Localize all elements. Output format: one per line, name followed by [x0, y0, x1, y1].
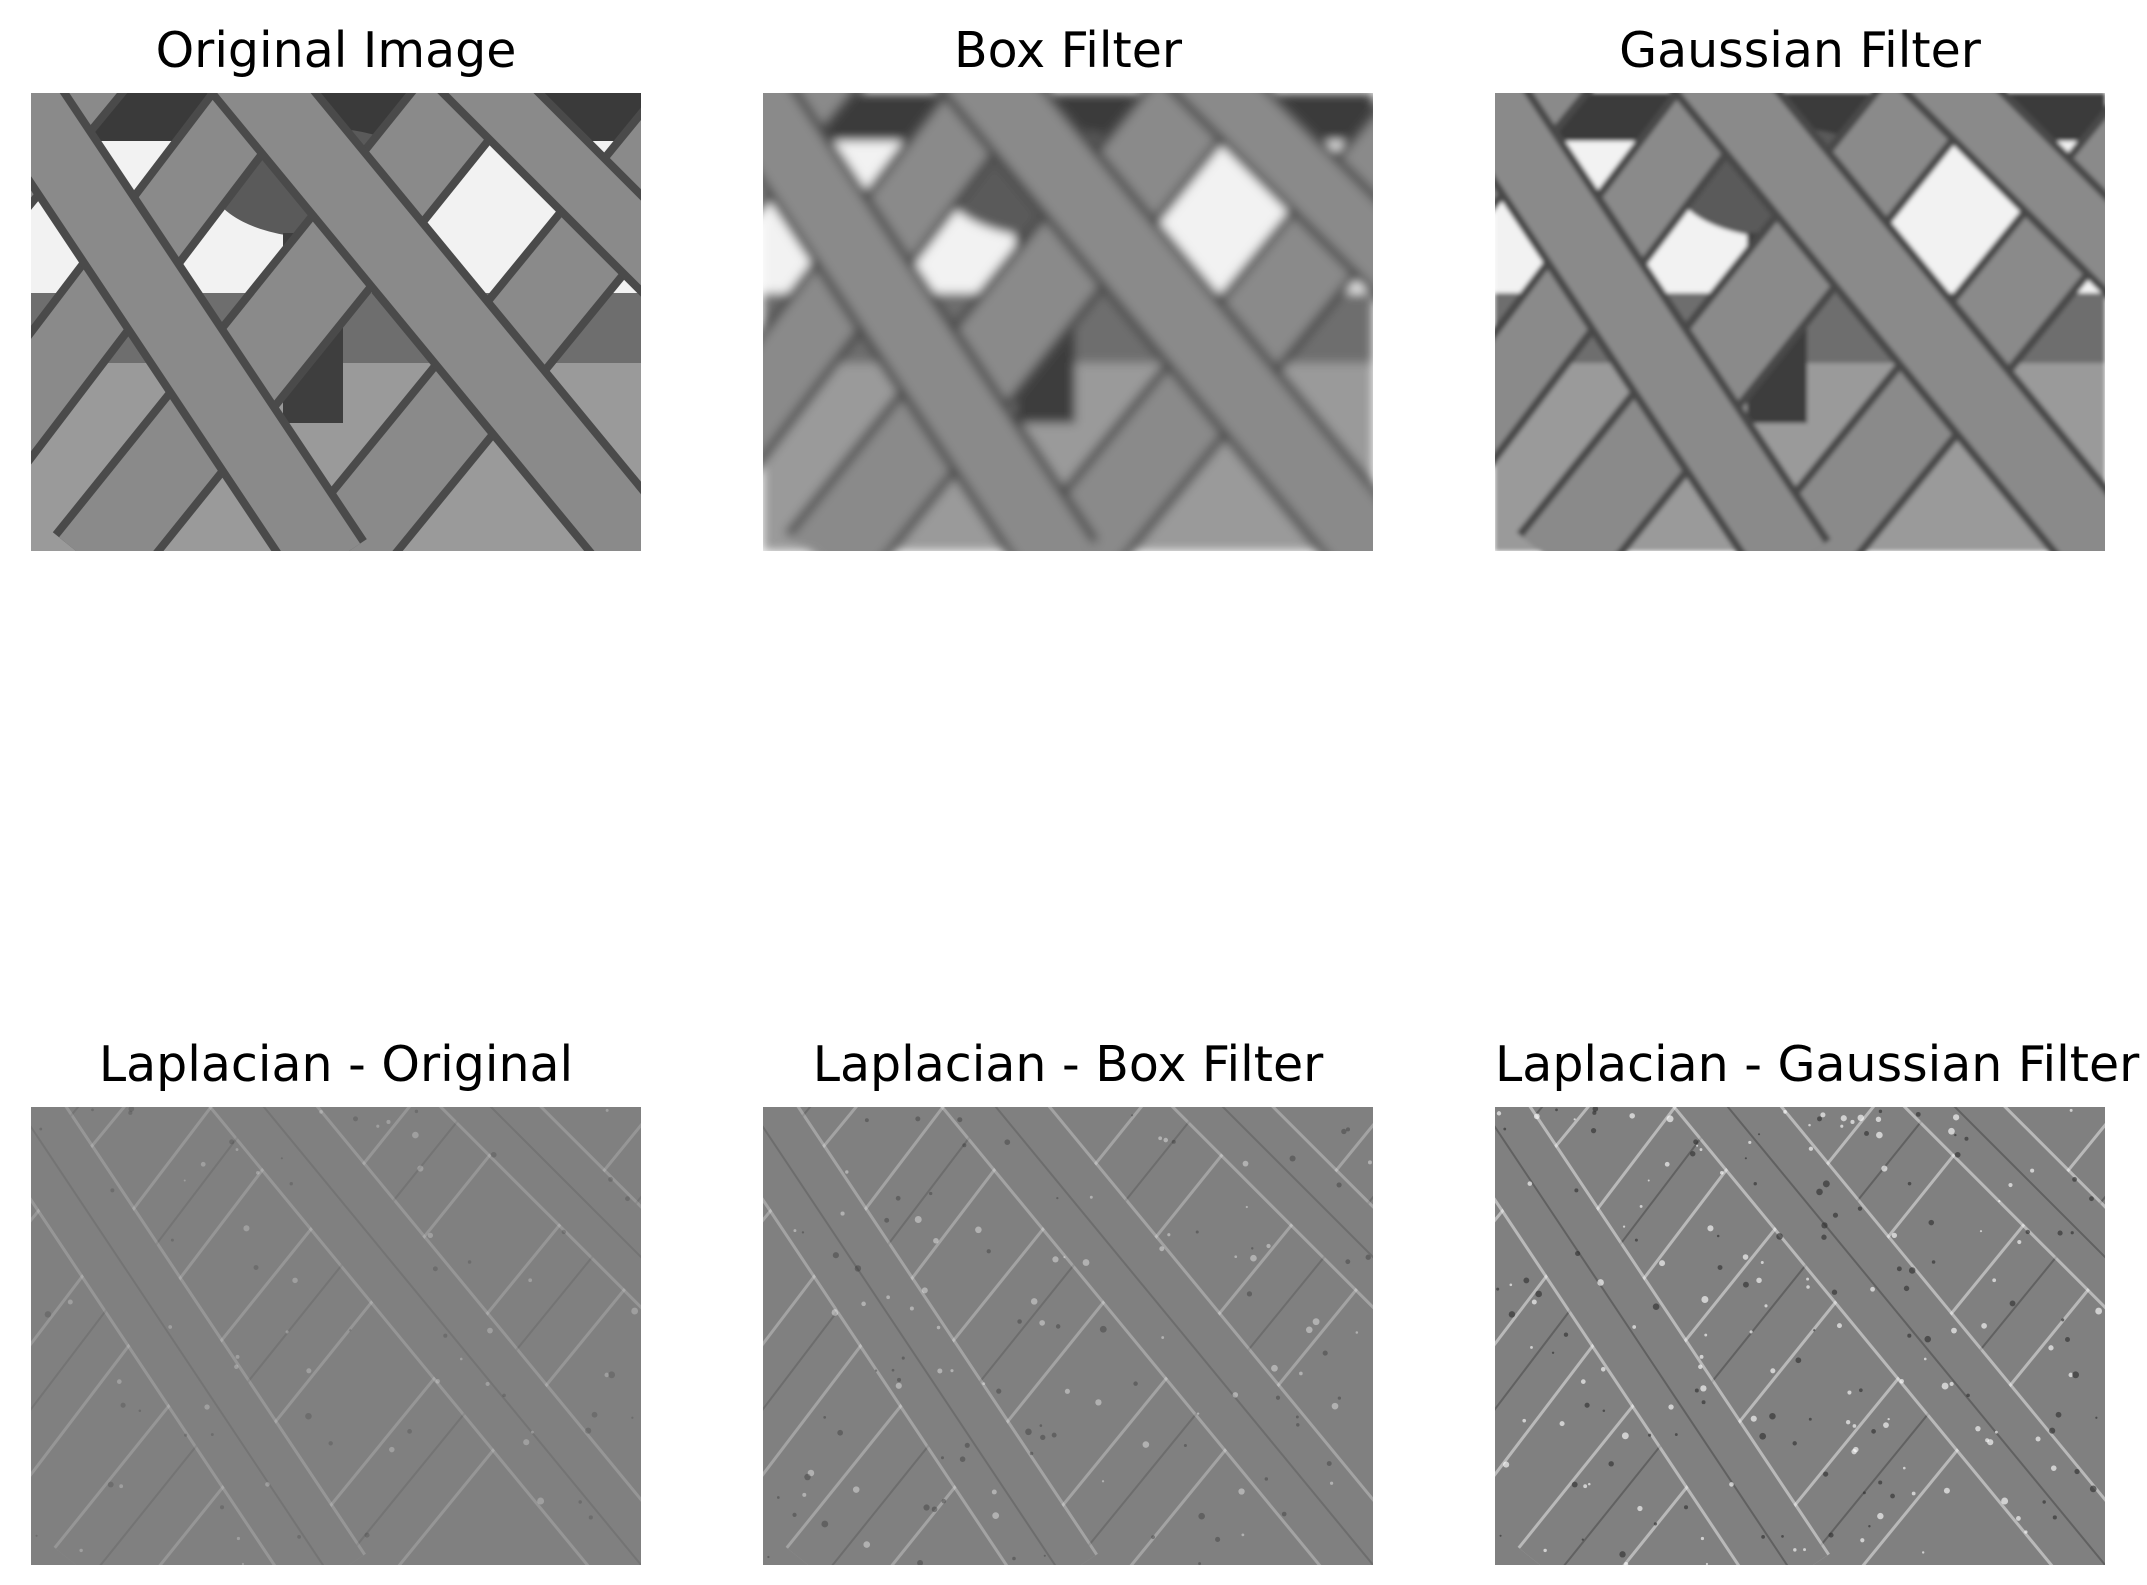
- panel-title-original: Original Image: [155, 22, 517, 79]
- panel-title-laplacian-original: Laplacian - Original: [98, 1036, 574, 1093]
- image-laplacian-original: [31, 1107, 641, 1565]
- panel-title-box-filter: Box Filter: [953, 22, 1182, 79]
- panel-title-gaussian-filter: Gaussian Filter: [1619, 22, 1981, 79]
- image-box-filter: [763, 93, 1373, 551]
- image-laplacian-box-filter: [763, 1107, 1373, 1565]
- image-gaussian-filter: [1495, 93, 2105, 551]
- panel-title-laplacian-box-filter: Laplacian - Box Filter: [812, 1036, 1324, 1093]
- image-original: [31, 93, 641, 551]
- panel-title-laplacian-gaussian-filter: Laplacian - Gaussian Filter: [1495, 1036, 2140, 1093]
- image-laplacian-gaussian-filter: [1495, 1107, 2105, 1565]
